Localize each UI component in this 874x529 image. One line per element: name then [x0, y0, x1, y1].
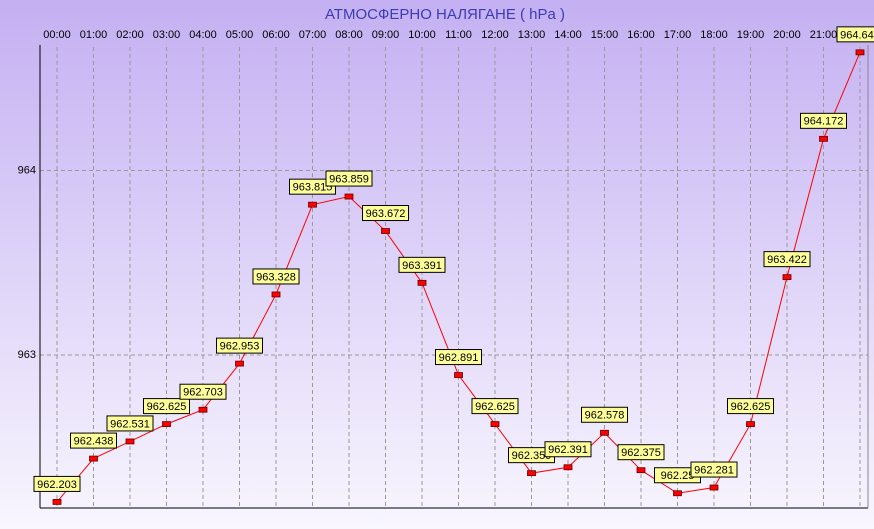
point-marker	[454, 372, 463, 378]
x-tick-label: 14:00	[554, 29, 582, 41]
x-tick-label: 04:00	[189, 29, 217, 41]
point-marker	[162, 421, 171, 427]
data-label-box	[435, 349, 482, 366]
data-label: 962.438	[74, 435, 114, 447]
point-marker	[125, 438, 135, 445]
point-marker	[819, 135, 828, 142]
data-label-box	[179, 383, 227, 400]
data-label-box	[581, 406, 628, 423]
y-tick-label: 963	[18, 349, 36, 361]
data-label-box	[252, 268, 300, 285]
data-label: 962.391	[548, 444, 588, 456]
data-label-box	[800, 112, 847, 129]
x-tick-label: 17:00	[664, 29, 692, 41]
data-label: 964.641	[840, 29, 874, 41]
point-marker	[490, 421, 500, 427]
x-tick-label: 05:00	[226, 29, 254, 41]
x-tick-label: 19:00	[737, 29, 765, 41]
data-label: 962.375	[621, 447, 661, 459]
chart-title: АТМОСФЕРНО НАЛЯГАНЕ ( hPa )	[325, 6, 565, 23]
data-label-box	[33, 475, 81, 492]
x-tick-label: 01:00	[80, 29, 108, 41]
data-label: 963.391	[402, 260, 442, 272]
point-marker	[746, 421, 755, 427]
data-label: 962.625	[731, 401, 771, 413]
point-marker	[308, 201, 317, 208]
data-label: 962.359	[512, 450, 552, 462]
data-label-box	[216, 337, 263, 354]
data-label-box	[362, 205, 409, 222]
data-label-box	[836, 26, 874, 43]
x-tick-label: 16:00	[627, 29, 655, 41]
data-label: 962.203	[37, 479, 77, 491]
data-label: 963.672	[366, 208, 406, 220]
point-marker	[52, 499, 62, 505]
point-marker	[600, 429, 609, 436]
point-marker	[271, 291, 281, 298]
point-marker	[417, 279, 427, 286]
point-marker	[855, 49, 865, 56]
x-tick-label: 18:00	[700, 29, 728, 41]
x-tick-label: 21:00	[810, 29, 838, 41]
data-label-box	[763, 251, 811, 268]
point-marker	[673, 490, 682, 497]
x-tick-label: 07:00	[299, 29, 327, 41]
data-label: 963.328	[256, 271, 296, 283]
data-label-box	[617, 444, 665, 461]
data-label: 962.578	[585, 410, 625, 422]
data-label-box	[106, 415, 154, 432]
data-label-box	[471, 398, 519, 415]
x-tick-label: 20:00	[773, 29, 801, 41]
x-tick-label: 03:00	[153, 29, 181, 41]
data-label: 962.953	[220, 341, 260, 353]
data-label-box	[325, 170, 373, 187]
data-label-box	[727, 398, 774, 415]
x-tick-label: 06:00	[262, 29, 290, 41]
x-tick-label: 13:00	[518, 29, 546, 41]
data-label: 962.891	[439, 352, 479, 364]
x-tick-label: 09:00	[372, 29, 400, 41]
data-label-box	[544, 441, 592, 458]
data-label: 963.815	[293, 182, 333, 194]
data-label-box	[289, 178, 336, 195]
point-marker	[782, 274, 792, 281]
data-label-box	[143, 398, 190, 415]
y-tick-label: 964	[18, 164, 36, 176]
point-marker	[89, 455, 98, 462]
data-label: 962.281	[694, 464, 734, 476]
data-label: 962.703	[183, 387, 223, 399]
data-label: 962.625	[147, 401, 187, 413]
data-label-box	[398, 256, 446, 273]
data-label: 962.25	[661, 470, 695, 482]
point-marker	[563, 464, 573, 471]
data-label: 964.172	[804, 116, 844, 128]
x-tick-label: 10:00	[408, 29, 436, 41]
data-label-box	[690, 461, 738, 478]
point-marker	[381, 228, 390, 234]
point-marker	[636, 467, 646, 474]
point-marker	[527, 470, 536, 477]
x-tick-label: 15:00	[591, 29, 619, 41]
point-marker	[198, 406, 208, 413]
x-tick-label: 02:00	[116, 29, 144, 41]
x-tick-label: 12:00	[481, 29, 509, 41]
data-label: 962.625	[475, 401, 515, 413]
point-marker	[344, 193, 354, 200]
x-tick-label: 11:00	[445, 29, 472, 41]
x-tick-label: 00:00	[43, 29, 71, 41]
point-marker	[235, 360, 244, 367]
data-label: 963.859	[329, 173, 369, 185]
data-label: 963.422	[767, 254, 807, 266]
x-tick-label: 08:00	[335, 29, 363, 41]
data-label: 962.531	[110, 418, 150, 430]
data-label-box	[70, 432, 117, 449]
point-marker	[709, 484, 719, 491]
